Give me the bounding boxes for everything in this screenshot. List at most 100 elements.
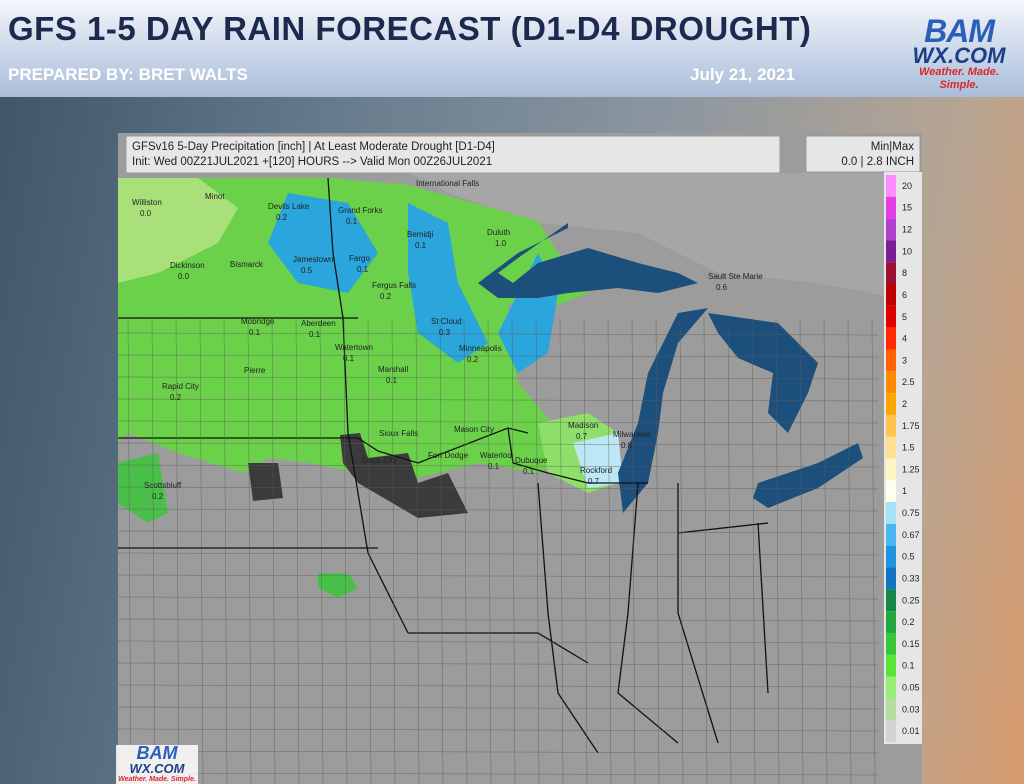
legend-label: 0.2	[902, 617, 915, 627]
legend: 20 15 12 10 8 6 5 4 3 2.5 2 1.75 1.5 1.25 1 0.75 0.67 0.5…	[886, 175, 920, 742]
legend-swatch	[886, 349, 896, 372]
legend-swatch	[886, 567, 896, 590]
legend-label: 2.5	[902, 377, 915, 387]
legend-label: 0.67	[902, 530, 920, 540]
city-name: St Cloud	[431, 317, 462, 326]
legend-label: 0.15	[902, 639, 920, 649]
canada	[118, 173, 922, 303]
legend-swatch	[886, 305, 896, 328]
precip-trace	[118, 178, 238, 283]
city-name: Aberdeen	[301, 319, 336, 328]
city-name: Devils Lake	[268, 202, 310, 211]
city-name: Dubuque	[515, 456, 548, 465]
logo-tagline: Weather. Made. Simple.	[919, 66, 999, 91]
precip-light	[118, 178, 588, 478]
city-value: 1.0	[495, 239, 507, 248]
city-name: Sioux City	[361, 456, 397, 465]
city-value: 0.1	[523, 467, 535, 476]
city-name: Minot	[205, 192, 225, 201]
legend-label: 1.5	[902, 443, 915, 453]
legend-swatch	[886, 502, 896, 524]
city-value: 0.1	[386, 376, 398, 385]
legend-label: 0.33	[902, 573, 920, 583]
county-grid	[118, 317, 879, 784]
city-value: 0.6	[716, 283, 728, 292]
legend-swatch	[886, 262, 896, 285]
legend-swatch	[886, 611, 896, 633]
city-name: Sioux Falls	[379, 429, 418, 438]
city-value: 0.1	[488, 462, 500, 471]
city-value: 0.1	[249, 328, 261, 337]
legend-swatch	[886, 480, 896, 503]
logo-site: WX.COM	[912, 43, 1006, 68]
city-value: 0.0	[140, 209, 152, 218]
lake-huron	[708, 313, 818, 433]
legend-label: 0.25	[902, 595, 920, 605]
county-lines	[118, 317, 879, 784]
header: GFS 1-5 DAY RAIN FORECAST (D1-D4 DROUGHT…	[0, 0, 1024, 97]
city-name: Waterloo	[480, 451, 512, 460]
legend-label: 0.75	[902, 508, 920, 518]
legend-label: 0.1	[902, 661, 915, 671]
logo-brand: BAM	[136, 743, 178, 763]
legend-swatch	[886, 218, 896, 241]
city-name: Marshall	[378, 365, 408, 374]
city-name: Madison	[568, 421, 598, 430]
city-name: Dickinson	[170, 261, 205, 270]
city-name: Rockford	[580, 466, 612, 475]
minmax-value: 0.0 | 2.8 INCH	[841, 156, 914, 168]
city-value: 0.7	[576, 432, 588, 441]
legend-swatch	[886, 654, 896, 677]
legend-label: 5	[902, 312, 907, 322]
logo-small: BAM WX.COM Weather. Made. Simple.	[116, 743, 198, 784]
city-name: Mobridge	[241, 317, 275, 326]
legend-label: 6	[902, 290, 907, 300]
legend-swatch	[886, 720, 896, 742]
legend-swatch	[886, 589, 896, 612]
precip-wi-blue	[573, 433, 623, 488]
legend-swatch	[886, 545, 896, 568]
legend-label: 12	[902, 225, 912, 235]
legend-swatch	[886, 436, 896, 459]
minmax-label: Min|Max	[871, 141, 914, 153]
city-name: Fargo	[349, 254, 370, 263]
city-name: Bemidji	[407, 230, 433, 239]
precip-blue	[268, 193, 558, 373]
date: July 21, 2021	[690, 65, 795, 84]
precip-green	[118, 453, 358, 598]
legend-label: 15	[902, 203, 912, 213]
legend-swatch	[886, 698, 896, 721]
forecast-map: GFSv16 5-Day Precipitation [inch] | At L…	[118, 133, 922, 784]
logo-site: WX.COM	[129, 761, 185, 776]
city-name: Pierre	[244, 366, 266, 375]
prepared-by: PREPARED BY: BRET WALTS	[8, 65, 248, 84]
legend-swatch	[886, 327, 896, 350]
legend-swatch	[886, 175, 896, 197]
city-name: Scottsbluff	[144, 481, 182, 490]
city-name: Watertown	[335, 343, 373, 352]
city-name: Fort Dodge	[428, 451, 469, 460]
city-value: 0.1	[343, 354, 355, 363]
city-name: Sault Ste Marie	[708, 272, 763, 281]
city-name: Mason City	[454, 425, 494, 434]
city-value: 0.1	[357, 265, 369, 274]
info-line: GFSv16 5-Day Precipitation [inch] | At L…	[132, 141, 495, 153]
minmax-box	[805, 135, 921, 173]
city-value: 0.2	[467, 355, 479, 364]
city-value: 0.3	[439, 328, 451, 337]
city-value: 0.1	[415, 241, 427, 250]
city-name: Fergus Falls	[372, 281, 416, 290]
cities: Williston 0.0 Minot Devils Lake 0.2 Grand For…	[132, 179, 763, 501]
city-value: 0.2	[276, 213, 288, 222]
city-value: 0.2	[380, 292, 392, 301]
legend-label: 8	[902, 268, 907, 278]
legend-label: 0.01	[902, 726, 920, 736]
legend-label: 0.05	[902, 682, 920, 692]
legend-label: 0.03	[902, 704, 920, 714]
info-box	[125, 135, 781, 174]
legend-swatch	[886, 284, 896, 306]
legend-label: 1.25	[902, 464, 920, 474]
drought	[248, 433, 468, 518]
city-name: Jamestown	[293, 255, 333, 264]
